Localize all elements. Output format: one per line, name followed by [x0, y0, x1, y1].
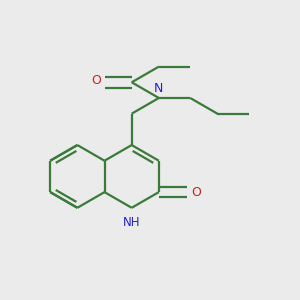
Text: N: N: [154, 82, 164, 95]
Text: O: O: [91, 74, 101, 87]
Text: NH: NH: [123, 216, 140, 229]
Text: O: O: [191, 186, 201, 199]
